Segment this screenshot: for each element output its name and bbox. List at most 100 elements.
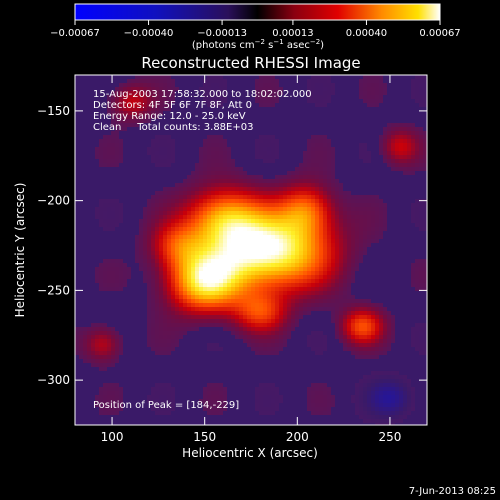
heatmap-cell <box>195 183 199 187</box>
heatmap-cell <box>279 183 283 187</box>
heatmap-cell <box>347 251 351 255</box>
heatmap-cell <box>279 339 283 343</box>
heatmap-cell <box>335 183 339 187</box>
heatmap-cell <box>335 179 339 183</box>
heatmap-cell <box>327 175 331 179</box>
heatmap-cell <box>403 383 407 387</box>
heatmap-cell <box>215 383 219 387</box>
heatmap-cell <box>203 147 207 151</box>
heatmap-cell <box>219 307 223 311</box>
heatmap-cell <box>207 295 211 299</box>
heatmap-cell <box>263 303 267 307</box>
heatmap-cell <box>147 339 151 343</box>
heatmap-cell <box>151 315 155 319</box>
heatmap-cell <box>139 219 143 223</box>
heatmap-cell <box>275 179 279 183</box>
heatmap-cell <box>223 391 227 395</box>
heatmap-cell <box>219 263 223 267</box>
heatmap-cell <box>167 143 171 147</box>
heatmap-cell <box>383 315 387 319</box>
heatmap-cell <box>295 219 299 223</box>
heatmap-cell <box>171 151 175 155</box>
heatmap-cell <box>167 99 171 103</box>
heatmap-cell <box>103 279 107 283</box>
heatmap-cell <box>375 303 379 307</box>
heatmap-cell <box>155 83 159 87</box>
heatmap-cell <box>219 319 223 323</box>
heatmap-cell <box>107 163 111 167</box>
heatmap-cell <box>171 283 175 287</box>
heatmap-cell <box>195 219 199 223</box>
heatmap-cell <box>215 231 219 235</box>
heatmap-cell <box>355 263 359 267</box>
heatmap-cell <box>183 315 187 319</box>
heatmap-cell <box>323 179 327 183</box>
heatmap-cell <box>151 155 155 159</box>
heatmap-cell <box>259 199 263 203</box>
heatmap-cell <box>223 155 227 159</box>
heatmap-cell <box>99 223 103 227</box>
heatmap-cell <box>147 291 151 295</box>
heatmap-cell <box>115 343 119 347</box>
heatmap-cell <box>163 231 167 235</box>
heatmap-cell <box>275 295 279 299</box>
heatmap-cell <box>267 83 271 87</box>
heatmap-cell <box>323 335 327 339</box>
heatmap-cell <box>135 243 139 247</box>
heatmap-cell <box>235 315 239 319</box>
heatmap-cell <box>331 271 335 275</box>
heatmap-cell <box>291 243 295 247</box>
heatmap-cell <box>303 179 307 183</box>
heatmap-cell <box>215 283 219 287</box>
heatmap-cell <box>203 191 207 195</box>
heatmap-cell <box>355 407 359 411</box>
heatmap-cell <box>75 339 79 343</box>
heatmap-cell <box>107 399 111 403</box>
heatmap-cell <box>279 323 283 327</box>
heatmap-cell <box>363 223 367 227</box>
heatmap-cell <box>147 283 151 287</box>
heatmap-cell <box>275 387 279 391</box>
heatmap-cell <box>187 203 191 207</box>
heatmap-cell <box>231 327 235 331</box>
heatmap-cell <box>139 79 143 83</box>
heatmap-cell <box>119 387 123 391</box>
heatmap-cell <box>287 175 291 179</box>
heatmap-cell <box>159 303 163 307</box>
heatmap-cell <box>239 319 243 323</box>
heatmap-cell <box>199 299 203 303</box>
heatmap-cell <box>351 207 355 211</box>
heatmap-cell <box>271 343 275 347</box>
heatmap-cell <box>223 223 227 227</box>
heatmap-cell <box>111 395 115 399</box>
heatmap-cell <box>255 187 259 191</box>
heatmap-cell <box>335 319 339 323</box>
heatmap-cell <box>355 259 359 263</box>
heatmap-cell <box>115 387 119 391</box>
heatmap-cell <box>263 187 267 191</box>
heatmap-cell <box>175 255 179 259</box>
heatmap-cell <box>99 387 103 391</box>
heatmap-cell <box>291 207 295 211</box>
heatmap-cell <box>371 315 375 319</box>
heatmap-cell <box>259 271 263 275</box>
heatmap-cell <box>423 95 427 99</box>
heatmap-cell <box>143 75 147 79</box>
heatmap-cell <box>423 223 427 227</box>
heatmap-cell <box>215 83 219 87</box>
heatmap-cell <box>355 351 359 355</box>
heatmap-cell <box>243 311 247 315</box>
heatmap-cell <box>291 271 295 275</box>
heatmap-cell <box>179 203 183 207</box>
heatmap-cell <box>331 191 335 195</box>
heatmap-cell <box>271 159 275 163</box>
heatmap-cell <box>399 135 403 139</box>
heatmap-cell <box>115 147 119 151</box>
heatmap-cell <box>231 239 235 243</box>
heatmap-cell <box>323 283 327 287</box>
heatmap-cell <box>179 287 183 291</box>
heatmap-cell <box>199 151 203 155</box>
heatmap-cell <box>103 275 107 279</box>
heatmap-cell <box>303 187 307 191</box>
heatmap-cell <box>91 327 95 331</box>
